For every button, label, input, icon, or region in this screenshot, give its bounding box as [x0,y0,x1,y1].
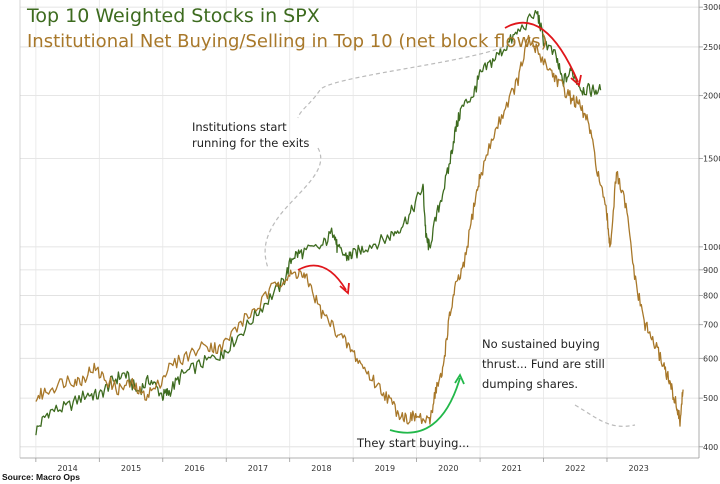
annotation-start-buying: They start buying... [356,436,469,450]
x-tick-label-2023: 2023 [629,464,649,473]
y-tick-label-3000: 3000 [703,3,720,12]
series-line-top10-spx [35,9,602,436]
green-arrow-bottom [389,377,461,434]
x-tick-label-2021: 2021 [502,464,522,473]
dashed-connector-upper [297,39,516,119]
x-tick-label-2019: 2019 [375,464,395,473]
series-line-net-block-flows [35,34,684,427]
dashed-connector-right [574,404,636,427]
chart-title: Top 10 Weighted Stocks in SPX [26,5,320,27]
annotation-no-buying-line-2: thrust... Fund are still [482,357,605,371]
y-tick-label-900: 900 [703,266,718,275]
y-tick-label-1500: 1500 [703,154,720,163]
x-tick-label-2016: 2016 [184,464,204,473]
dashed-connector-lower [264,147,322,269]
y-tick-label-2500: 2500 [703,43,720,52]
x-tick-label-2017: 2017 [248,464,268,473]
green-arrow-bottom-head [454,373,465,385]
source-label: Source: Macro Ops [2,472,80,482]
red-arrow-left-peak-head [339,282,350,295]
y-tick-label-400: 400 [703,443,718,452]
arrow-annotations [264,21,636,434]
red-arrow-right-peak [504,21,579,83]
annotation-no-sustained-buying: No sustained buying thrust... Fund are s… [482,337,608,391]
x-tick-label-2020: 2020 [438,464,458,473]
y-tick-label-2000: 2000 [703,92,720,101]
x-tick-label-2022: 2022 [565,464,585,473]
y-tick-label-800: 800 [703,292,718,301]
x-tick-label-2015: 2015 [121,464,141,473]
annotation-no-buying-line-3: dumping shares. [482,377,578,391]
annotation-no-buying-line-1: No sustained buying [482,337,600,351]
axes [19,0,700,459]
annotation-institutions-line-1: Institutions start [192,120,287,134]
y-tick-label-1000: 1000 [703,243,720,252]
red-arrow-left-peak [297,264,347,291]
red-arrow-right-peak-head [570,74,582,87]
annotation-institutions-line-2: running for the exits [192,136,309,150]
y-tick-label-700: 700 [703,321,718,330]
gridlines [20,0,699,458]
series-layer [35,9,684,436]
y-tick-label-500: 500 [703,394,718,403]
chart-subtitle: Institutional Net Buying/Selling in Top … [27,31,548,52]
y-tick-label-600: 600 [703,354,718,363]
x-tick-label-2014: 2014 [57,464,77,473]
x-tick-label-2018: 2018 [311,464,331,473]
annotation-institutions-exit: Institutions start running for the exits [192,120,309,150]
tick-labels: 400 500 600 700 800 900 1000 1500 2000 2500 3000 20… [35,3,720,473]
